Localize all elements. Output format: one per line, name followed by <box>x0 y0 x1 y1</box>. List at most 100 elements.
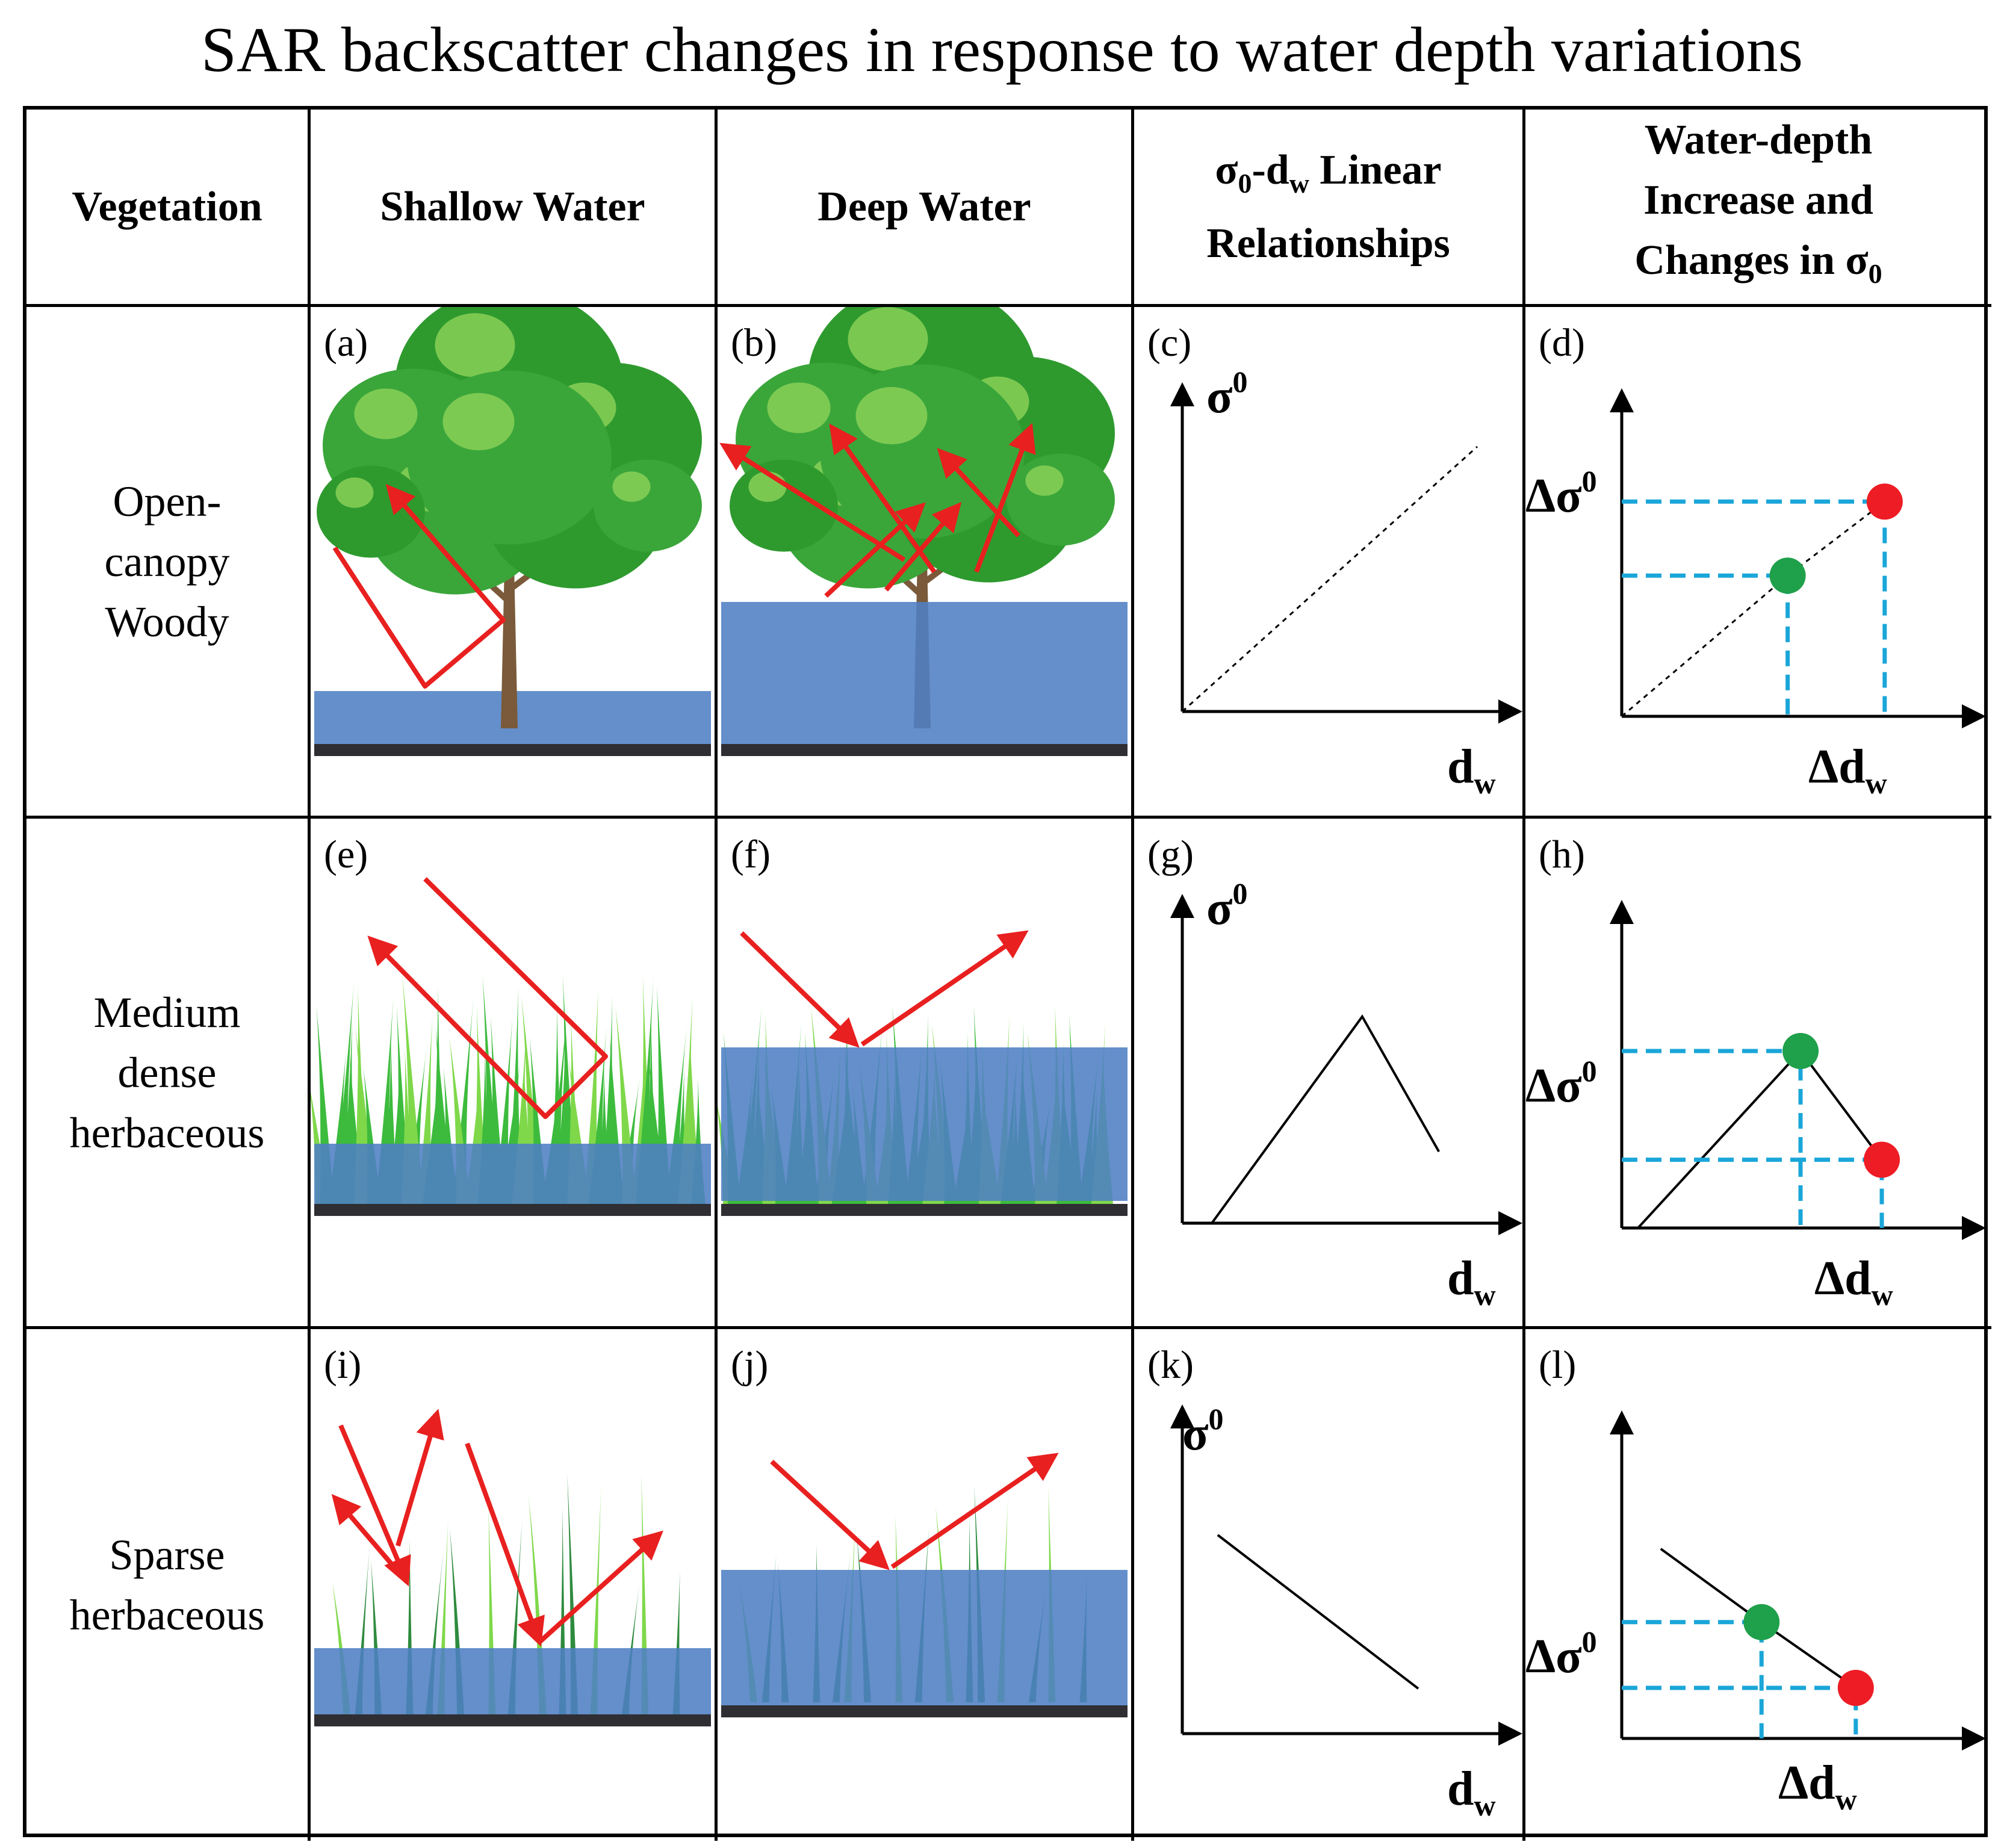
foliage-highlight <box>442 392 515 451</box>
header-linear-line1: σ0-dw Linear <box>1215 146 1442 199</box>
panel-l-change-chart: Δσ0 Δdw (l) <box>1525 1329 1991 1841</box>
water-layer <box>314 1648 711 1714</box>
foliage-clump <box>1007 453 1115 546</box>
foliage-highlight <box>354 388 418 439</box>
y-axis-label: Δσ0 <box>1525 1625 1597 1683</box>
radar-arrow <box>331 1493 409 1584</box>
tree-illustration <box>730 307 1115 728</box>
row-label-sparse-herbaceous: Sparse herbaceous <box>26 1329 311 1841</box>
radar-arrow <box>829 423 937 574</box>
foliage-highlight <box>612 471 651 502</box>
panel-f-dense-deep: (f) <box>718 819 1134 1329</box>
header-change-line3: Changes in σ0 <box>1634 237 1882 289</box>
figure-title: SAR backscatter changes in response to w… <box>201 14 1803 85</box>
panel-g-linear-chart: σ0 dw (g) <box>1134 819 1525 1329</box>
tree-illustration <box>317 307 702 728</box>
data-line-dotted <box>1181 445 1478 713</box>
ground-layer <box>721 744 1128 756</box>
panel-i-sparse-shallow: (i) <box>311 1329 718 1841</box>
x-axis-label: Δdw <box>1808 740 1887 800</box>
guide-dashed-line <box>1622 499 1887 716</box>
data-line <box>1211 1014 1441 1224</box>
row-label-medium-dense-herbaceous: Medium dense herbaceous <box>26 819 311 1329</box>
radar-arrow <box>890 1453 1059 1569</box>
red-point <box>1866 483 1903 520</box>
radar-arrow <box>770 1460 890 1570</box>
radar-arrow <box>884 501 962 592</box>
water-layer <box>314 1144 711 1204</box>
panel-graphic <box>719 307 1128 756</box>
guide-dashed-line <box>1622 1049 1803 1228</box>
panel-k-linear-chart: σ0 dw (k) <box>1134 1329 1525 1841</box>
y-axis-label: σ0 <box>1206 365 1248 423</box>
water-layer-deep <box>721 1570 1128 1705</box>
green-point <box>1743 1604 1780 1640</box>
red-point <box>1837 1670 1874 1706</box>
panel-label: (l) <box>1539 1343 1577 1387</box>
guide-dashed-line <box>1622 1685 1858 1738</box>
panel-label: (d) <box>1539 321 1585 365</box>
panel-label: (e) <box>324 833 368 876</box>
data-line-dotted <box>1621 501 1885 718</box>
red-point <box>1864 1141 1900 1178</box>
panel-label: (a) <box>324 321 368 365</box>
panel-label: (k) <box>1147 1343 1194 1387</box>
foliage-highlight <box>848 307 928 371</box>
figure-table: Vegetation Shallow Water Deep Water σ0-d… <box>23 106 1991 1841</box>
header-change-line1: Water-depth <box>1644 116 1873 163</box>
x-axis-label: dw <box>1447 1763 1496 1822</box>
radar-arrow <box>538 1530 663 1644</box>
radar-arrow <box>974 423 1036 573</box>
double-bounce-arrow <box>332 483 506 689</box>
guide-dashed-line <box>1622 1158 1884 1228</box>
x-axis-label: Δdw <box>1814 1252 1893 1312</box>
header-change-line2: Increase and <box>1643 176 1873 223</box>
foliage-highlight <box>855 386 928 445</box>
data-line <box>1637 1049 1883 1229</box>
panel-graphic: σ0 dw <box>1170 365 1522 800</box>
header-deep-label: Deep Water <box>817 183 1031 230</box>
panel-j-sparse-deep: (j) <box>718 1329 1134 1841</box>
ground-layer <box>314 744 711 756</box>
panel-label: (i) <box>324 1343 362 1387</box>
header-vegetation-label: Vegetation <box>72 183 262 230</box>
green-point <box>1769 557 1806 594</box>
ground-layer <box>721 1204 1128 1216</box>
tree-trunk <box>501 566 518 728</box>
double-bounce-arrow <box>367 877 608 1119</box>
panel-graphic <box>721 1453 1128 1717</box>
header-linear-line2: Relationships <box>1206 220 1450 267</box>
panel-graphic: Δσ0 Δdw <box>1525 900 1986 1312</box>
panel-label: (g) <box>1147 833 1194 876</box>
radar-arrow <box>740 931 860 1048</box>
y-axis-label: Δσ0 <box>1525 464 1597 522</box>
x-axis-label: dw <box>1447 740 1496 800</box>
ground-layer <box>314 1204 711 1216</box>
panel-graphic <box>311 877 711 1216</box>
x-axis-label: dw <box>1447 1252 1496 1312</box>
panel-e-dense-shallow: (e) <box>311 819 718 1329</box>
radar-arrow <box>824 502 926 598</box>
foliage-highlight <box>335 477 374 508</box>
header-deep-water: Deep Water <box>718 110 1134 307</box>
water-layer-deep <box>721 1047 1128 1201</box>
header-vegetation: Vegetation <box>26 110 311 307</box>
radar-arrow <box>860 930 1029 1047</box>
guide-dashed-line <box>1622 1620 1764 1738</box>
foliage-clump <box>407 370 612 545</box>
y-axis-label: σ0 <box>1206 876 1248 935</box>
panel-d-change-chart: Δσ0 Δdw (d) <box>1525 307 1991 819</box>
row-label-open-canopy-woody: Open-canopy Woody <box>26 307 311 819</box>
radar-arrow <box>719 442 906 562</box>
data-line <box>1217 1534 1419 1690</box>
panel-graphic <box>718 930 1128 1216</box>
y-axis-label: σ0 <box>1182 1402 1224 1460</box>
panel-label: (f) <box>731 833 771 876</box>
foliage-highlight <box>1025 465 1064 496</box>
header-depth-changes: Water-depth Increase and Changes in σ0 <box>1525 110 1991 307</box>
radar-arrow <box>465 1442 545 1647</box>
header-linear-relationships: σ0-dw Linear Relationships <box>1134 110 1525 307</box>
radar-arrow <box>396 1409 444 1547</box>
ground-layer <box>721 1705 1128 1717</box>
ground-layer <box>314 1714 711 1726</box>
